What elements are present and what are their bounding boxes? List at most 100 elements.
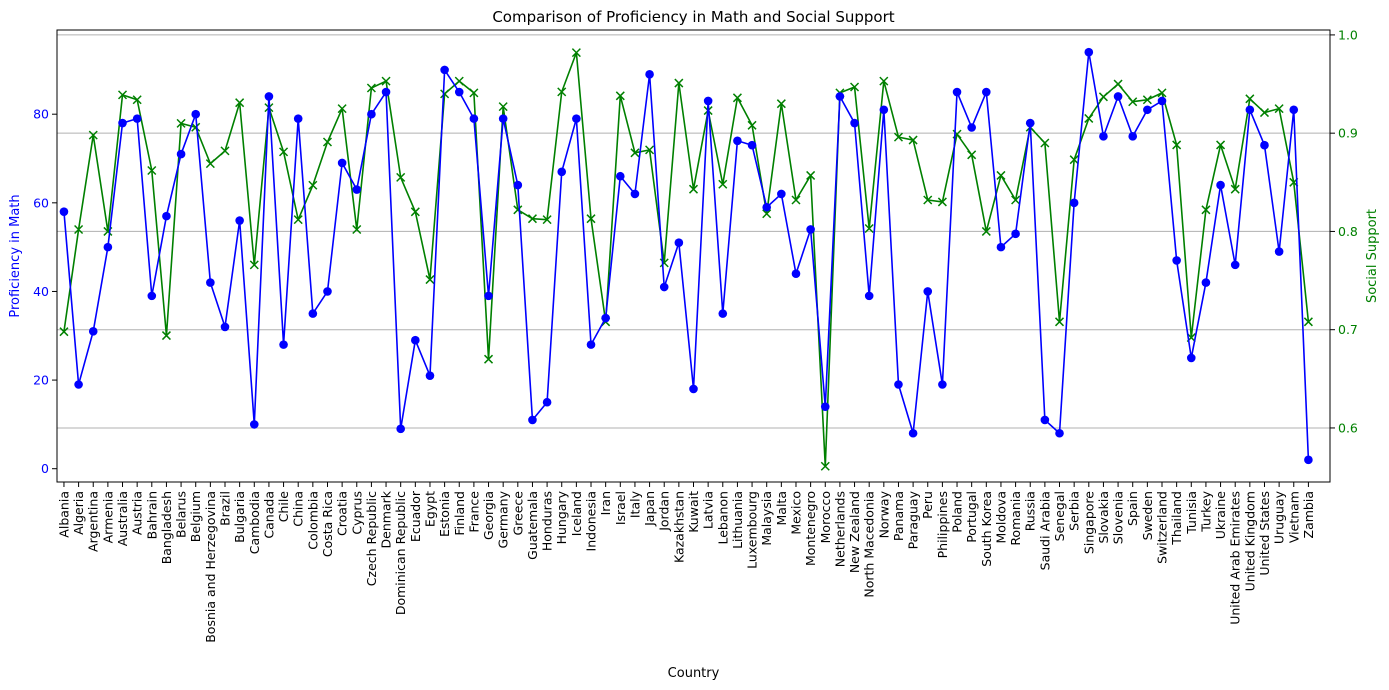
data-point [1069,155,1079,165]
data-point [1216,180,1225,190]
grid-lines [57,34,1330,429]
data-point [586,214,596,224]
x-tick-label: Belgium [188,491,203,542]
data-point [396,424,405,434]
x-tick-label: Philippines [935,491,950,558]
x-tick-label: United Arab Emirates [1228,491,1243,625]
data-point [484,354,494,364]
x-tick-label: China [291,491,306,527]
x-tick-label: Bahrain [144,491,159,539]
data-point [1304,455,1313,465]
data-point [235,216,244,225]
x-tick-label: Bosnia and Herzegovina [203,491,218,643]
data-point [249,420,259,429]
data-point [366,83,376,93]
data-point [1040,138,1050,148]
right-y-axis: 0.6 0.7 0.8 0.9 1.0 [1330,27,1358,435]
x-tick-label: Russia [1023,491,1038,531]
x-tick-label: Canada [261,491,276,539]
data-point [776,99,786,109]
x-tick-label: Jordan [657,491,672,532]
x-tick-label: Malaysia [759,491,774,546]
data-point [381,87,391,97]
data-point [894,380,903,389]
data-point [674,78,684,88]
data-point [469,114,479,123]
data-point [117,90,128,100]
data-point [1245,105,1255,115]
data-point [1274,104,1284,114]
data-point [454,87,464,97]
data-point [308,309,318,318]
x-tick-label: Japan [642,491,657,527]
data-point [279,340,288,349]
x-tick-label: Serbia [1067,491,1082,531]
x-tick-label: Kazakhstan [671,491,686,563]
data-point [191,109,201,119]
data-point [74,380,83,389]
data-point [161,331,171,341]
data-point [1230,184,1240,194]
data-point [220,322,230,332]
x-tick-label: Romania [1008,491,1023,546]
data-point [732,93,742,103]
data-point [762,209,772,219]
left-y-axis: 0 20 40 60 80 [33,107,57,476]
x-tick-label: Portugal [964,491,979,543]
data-point [1040,415,1050,425]
left-tick-label: 0 [41,461,49,476]
data-point [59,327,69,337]
data-point [645,70,654,79]
data-point [879,76,889,86]
data-point [908,428,918,438]
data-point [688,184,699,194]
data-point [542,397,552,407]
data-point [747,140,757,150]
x-tick-label: Iceland [569,491,584,536]
data-point [381,76,391,86]
data-point [440,89,450,99]
data-point [528,415,537,425]
x-tick-label: Argentina [86,491,101,552]
data-point [147,291,157,301]
x-tick-label: France [466,491,481,533]
x-tick-label: Guatemala [525,491,540,560]
data-point [132,95,142,105]
data-point [440,65,449,75]
data-point [689,384,698,394]
x-tick-label: Albania [56,491,71,538]
data-point [762,202,772,212]
x-tick-label: Finland [452,491,467,536]
data-point [1113,79,1123,89]
data-point [1084,47,1094,57]
data-point [850,118,859,128]
math-proficiency-series [59,47,1313,465]
x-tick-label: Morocco [818,491,833,543]
x-tick-label: Greece [510,491,525,536]
data-point [322,137,333,147]
x-tick-label: Kuwait [686,491,701,533]
data-point [410,207,420,217]
x-tick-label: Montenegro [803,491,818,566]
x-tick-label: Iran [598,491,613,515]
data-point [484,291,493,301]
left-tick-label: 80 [33,107,49,122]
x-tick-label: Costa Rica [320,491,335,557]
x-tick-label: Cambodia [247,491,262,554]
x-tick-label: United States [1257,491,1272,576]
left-tick-label: 60 [33,195,49,210]
data-point [659,258,669,268]
data-point [293,114,303,123]
data-point [820,402,830,411]
data-point [718,179,728,189]
x-tick-label: Singapore [1081,491,1096,554]
data-point [1186,353,1196,363]
data-point [367,109,376,119]
data-point [952,87,962,97]
x-tick-label: Germany [496,490,511,548]
left-tick-label: 40 [33,284,49,299]
data-point [674,238,684,248]
data-point [659,282,669,292]
x-tick-label: Saudi Arabia [1037,491,1052,570]
